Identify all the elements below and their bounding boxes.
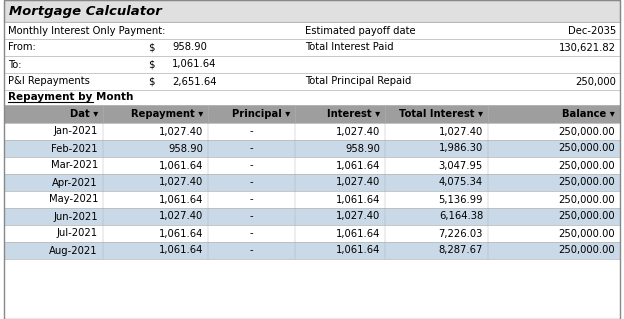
Text: -: - [250,144,253,153]
Bar [4,174,620,191]
Bar [4,0,620,22]
Text: 1,027.40: 1,027.40 [336,211,380,221]
Text: -: - [250,246,253,256]
Text: Balance ▾: Balance ▾ [562,109,615,119]
Text: 1,061.64: 1,061.64 [336,246,380,256]
Bar [4,22,620,39]
Text: -: - [250,211,253,221]
Text: Jan-2021: Jan-2021 [54,127,98,137]
Text: -: - [250,228,253,239]
Text: 6,164.38: 6,164.38 [439,211,483,221]
Text: 1,027.40: 1,027.40 [336,127,380,137]
Text: $: $ [148,60,155,70]
Text: Total Principal Repaid: Total Principal Repaid [305,77,411,86]
Bar [4,208,620,225]
Text: 250,000.00: 250,000.00 [558,228,615,239]
Text: Principal ▾: Principal ▾ [232,109,290,119]
Bar [4,242,620,259]
Text: 1,061.64: 1,061.64 [158,195,203,204]
Text: $: $ [148,77,155,86]
Text: Total Interest ▾: Total Interest ▾ [399,109,483,119]
Text: 1,027.40: 1,027.40 [158,211,203,221]
Text: Repayment ▾: Repayment ▾ [131,109,203,119]
Text: 250,000.00: 250,000.00 [558,127,615,137]
Text: From:: From: [8,42,36,53]
Text: -: - [250,127,253,137]
Text: 8,287.67: 8,287.67 [439,246,483,256]
Bar [4,39,620,56]
Text: Jul-2021: Jul-2021 [57,228,98,239]
Text: P&I Repayments: P&I Repayments [8,77,90,86]
Text: Estimated payoff date: Estimated payoff date [305,26,416,35]
Text: Feb-2021: Feb-2021 [51,144,98,153]
Text: Total Interest Paid: Total Interest Paid [305,42,394,53]
Text: 250,000.00: 250,000.00 [558,211,615,221]
Text: 1,027.40: 1,027.40 [336,177,380,188]
Text: 7,226.03: 7,226.03 [439,228,483,239]
Bar [4,73,620,90]
Text: 4,075.34: 4,075.34 [439,177,483,188]
Text: -: - [250,160,253,170]
Text: -: - [250,195,253,204]
Text: 958.90: 958.90 [345,144,380,153]
Text: 1,061.64: 1,061.64 [172,60,217,70]
Text: 1,027.40: 1,027.40 [158,177,203,188]
Text: Monthly Interest Only Payment:: Monthly Interest Only Payment: [8,26,165,35]
Text: 2,651.64: 2,651.64 [172,77,217,86]
Text: 250,000.00: 250,000.00 [558,195,615,204]
Text: 958.90: 958.90 [172,42,207,53]
Text: To:: To: [8,60,21,70]
Text: 1,027.40: 1,027.40 [158,127,203,137]
Text: 1,061.64: 1,061.64 [158,246,203,256]
Bar [4,225,620,242]
Text: 5,136.99: 5,136.99 [439,195,483,204]
Text: Jun-2021: Jun-2021 [54,211,98,221]
Text: Repayment by Month: Repayment by Month [8,93,134,102]
Bar [4,105,620,123]
Text: 3,047.95: 3,047.95 [439,160,483,170]
Bar [4,123,620,140]
Text: 1,061.64: 1,061.64 [336,228,380,239]
Text: 250,000: 250,000 [575,77,616,86]
Text: 130,621.82: 130,621.82 [559,42,616,53]
Text: 250,000.00: 250,000.00 [558,144,615,153]
Text: -: - [250,177,253,188]
Text: 1,027.40: 1,027.40 [439,127,483,137]
Bar [4,56,620,73]
Text: Apr-2021: Apr-2021 [52,177,98,188]
Text: May-2021: May-2021 [49,195,98,204]
Text: Aug-2021: Aug-2021 [49,246,98,256]
Text: 1,061.64: 1,061.64 [158,160,203,170]
Text: 1,061.64: 1,061.64 [158,228,203,239]
Bar [4,90,620,105]
Text: Dec-2035: Dec-2035 [568,26,616,35]
Text: Mortgage Calculator: Mortgage Calculator [9,4,162,18]
Text: 250,000.00: 250,000.00 [558,246,615,256]
Bar [4,191,620,208]
Text: 250,000.00: 250,000.00 [558,177,615,188]
Text: Dat ▾: Dat ▾ [70,109,98,119]
Text: Mar-2021: Mar-2021 [51,160,98,170]
Text: 958.90: 958.90 [168,144,203,153]
Bar [4,157,620,174]
Text: $: $ [148,42,155,53]
Text: 1,061.64: 1,061.64 [336,195,380,204]
Text: 250,000.00: 250,000.00 [558,160,615,170]
Bar [4,140,620,157]
Text: 1,986.30: 1,986.30 [439,144,483,153]
Text: 1,061.64: 1,061.64 [336,160,380,170]
Text: Interest ▾: Interest ▾ [327,109,380,119]
